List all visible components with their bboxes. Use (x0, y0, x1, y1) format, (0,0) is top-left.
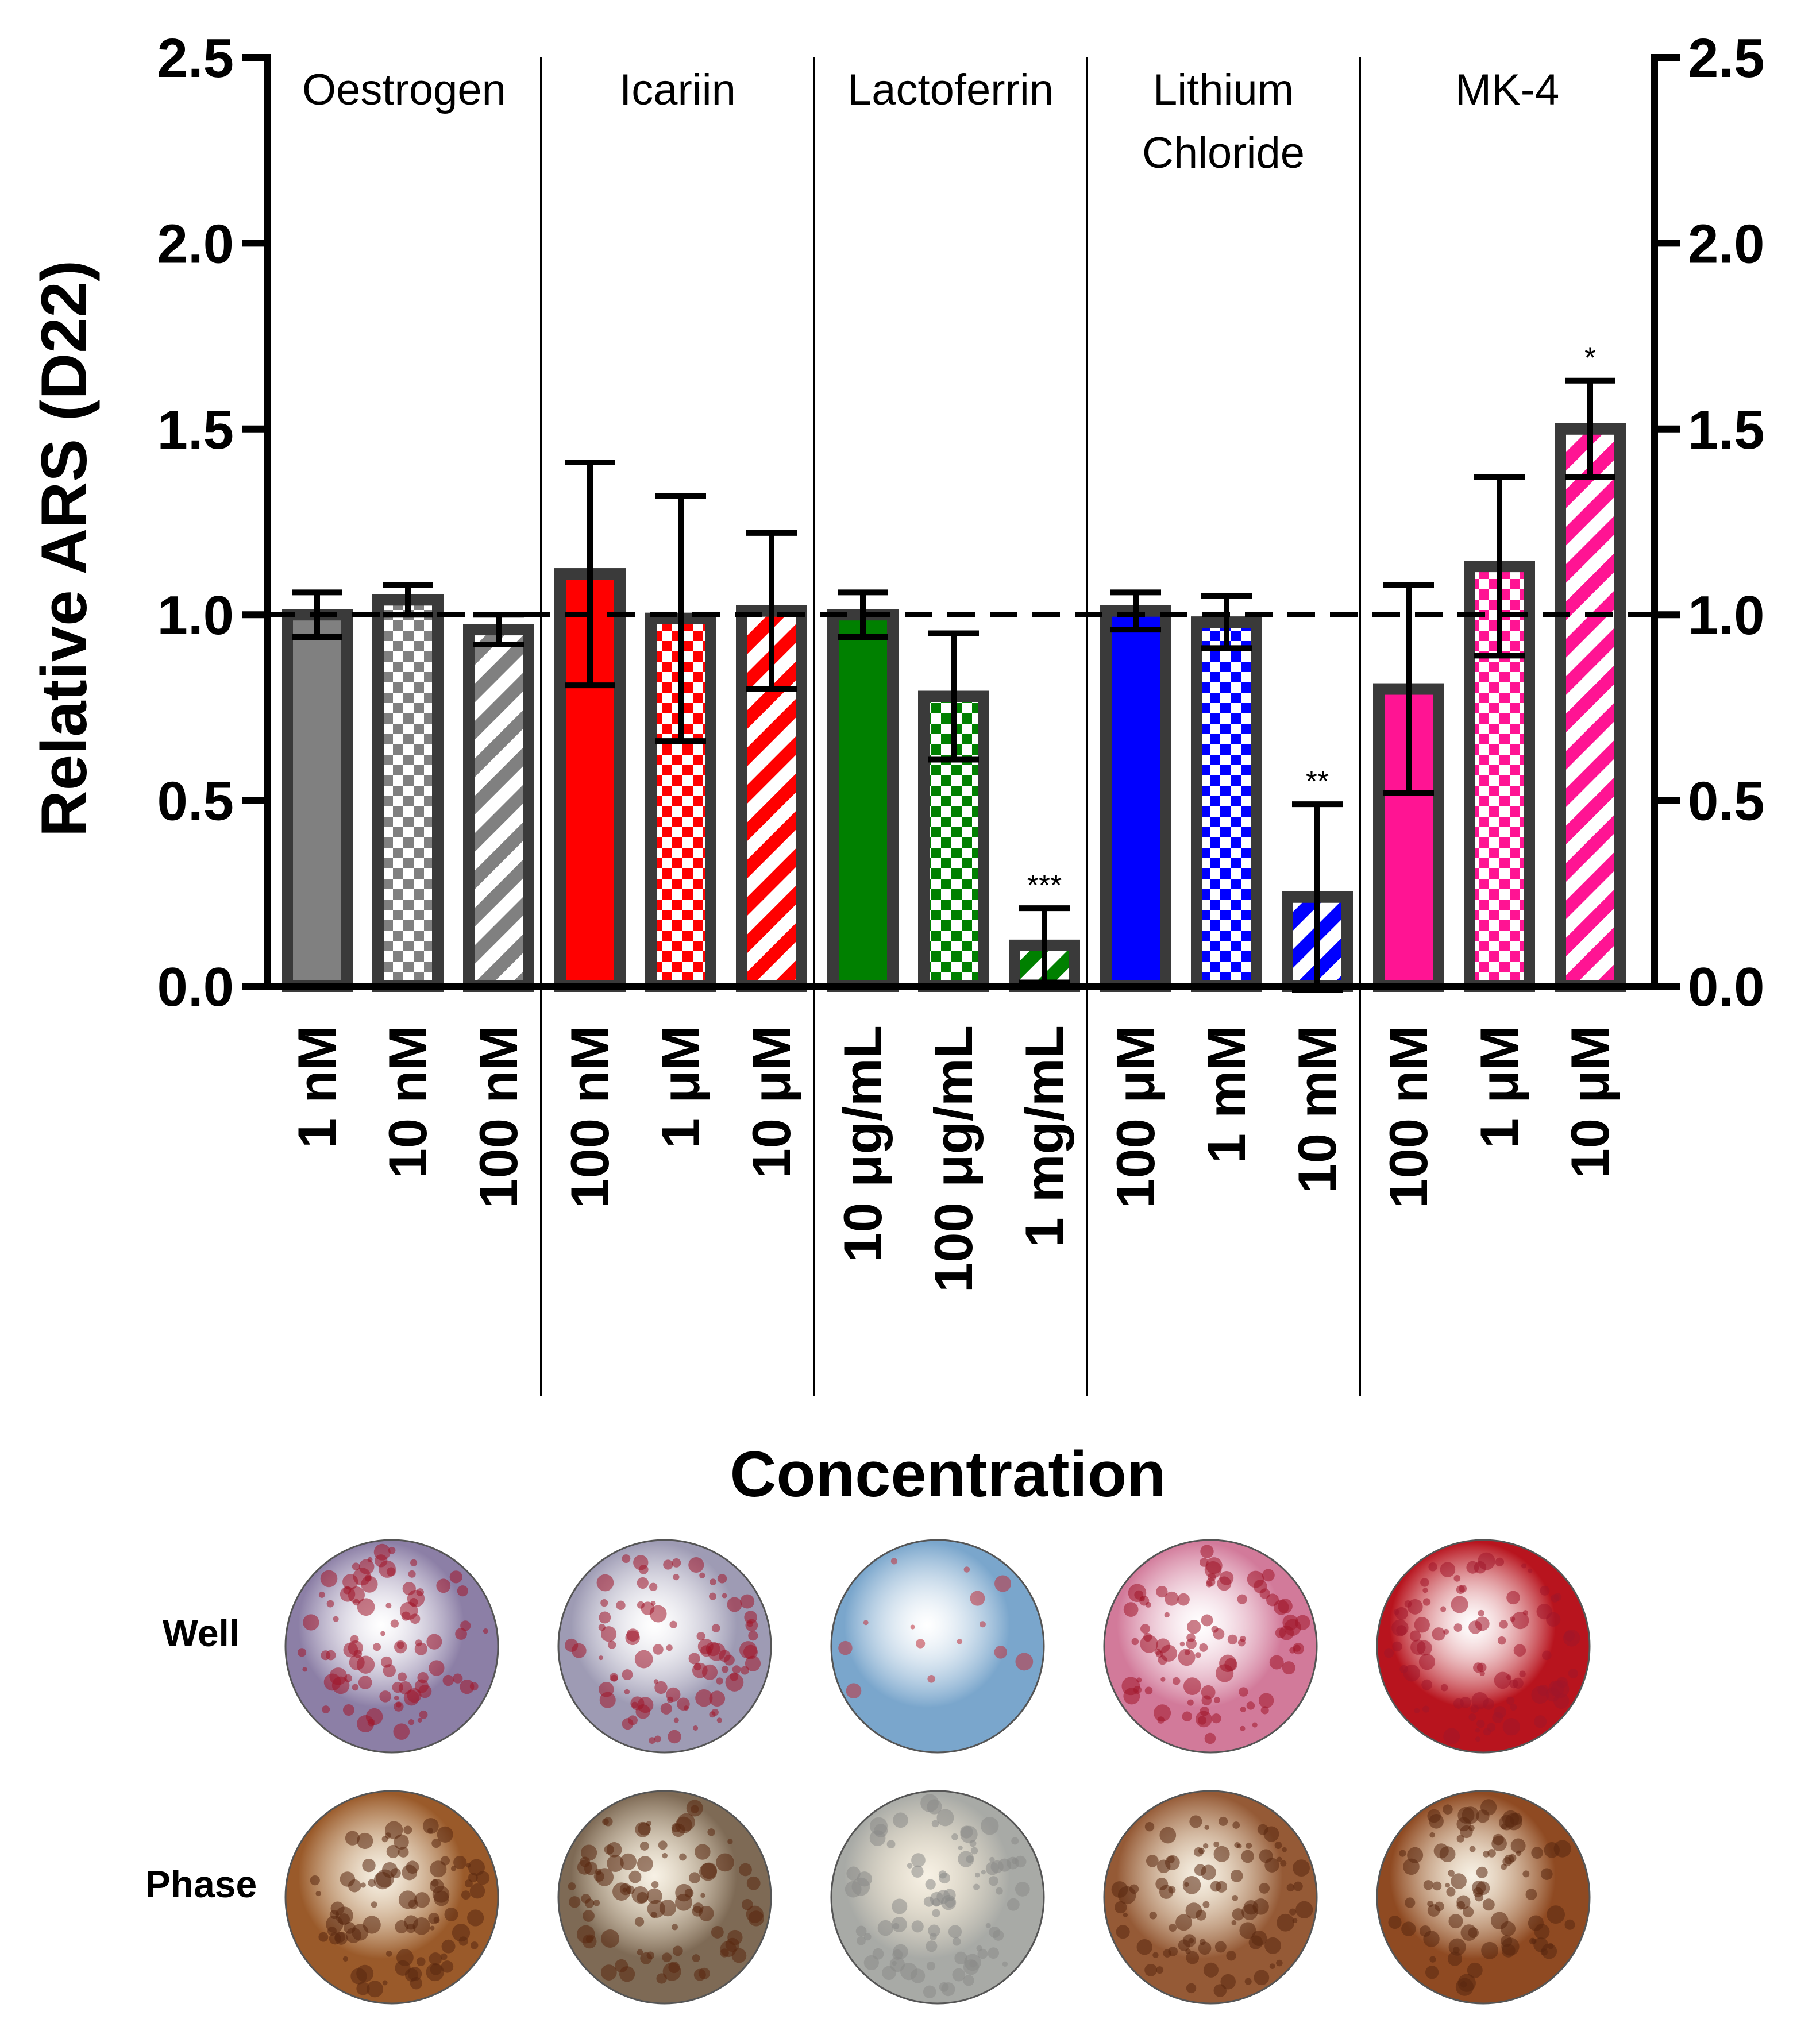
y-tick-label-right: 1.0 (1688, 585, 1764, 646)
well-image (830, 1539, 1045, 1754)
category-label: 10 μM (741, 1025, 801, 1179)
error-bar (1019, 905, 1070, 986)
bar (1555, 423, 1626, 992)
image-texture (310, 1818, 490, 1998)
group-label: Lactoferrin (847, 65, 1054, 114)
significance-label: * (1584, 342, 1596, 375)
image-texture (1111, 1815, 1313, 1997)
plot-area: Oestrogen Icariin Lactoferrin Lithium Chlori… (157, 28, 1764, 1396)
error-bar (928, 630, 979, 763)
y-tick-label-right: 1.5 (1688, 399, 1764, 461)
group-label: Icariin (619, 65, 736, 114)
row-label-well: Well (163, 1612, 240, 1654)
category-label: 100 nM (468, 1025, 529, 1209)
y-tick-label-right: 0.0 (1688, 956, 1764, 1018)
category-label: 100 nM (1378, 1025, 1439, 1209)
error-bar (1201, 593, 1252, 651)
error-bar (1474, 474, 1525, 659)
bar (1191, 616, 1262, 992)
y-tick-label-left: 2.5 (157, 28, 234, 89)
significance-label: *** (1027, 869, 1062, 902)
bar (463, 624, 534, 992)
axes (242, 54, 1680, 990)
well-image (284, 1539, 499, 1754)
image-texture (568, 1800, 764, 1984)
image-texture (297, 1543, 488, 1740)
y-axis-title: Relative ARS (D22) (28, 260, 100, 837)
category-label: 1 μM (650, 1025, 711, 1148)
category-label: 10 nM (377, 1025, 438, 1178)
category-label: 1 μM (1469, 1025, 1529, 1148)
error-bar (565, 460, 615, 689)
y-tick-label-left: 1.0 (157, 585, 234, 646)
image-texture (1388, 1799, 1575, 1996)
significance-label: ** (1306, 765, 1329, 798)
y-tick-label-left: 1.5 (157, 399, 234, 461)
error-bar (1292, 801, 1343, 993)
image-texture (1121, 1545, 1310, 1744)
category-label: 1 nM (287, 1025, 347, 1148)
category-label: 100 μM (1105, 1025, 1166, 1209)
bar (372, 594, 444, 992)
y-tick-label-right: 2.5 (1688, 28, 1764, 89)
y-tick-label-right: 0.5 (1688, 771, 1764, 832)
image-texture (845, 1794, 1030, 1999)
bar (1100, 605, 1171, 993)
error-bar (1110, 589, 1161, 633)
category-label: 10 μM (1560, 1025, 1620, 1179)
error-bar (746, 530, 797, 692)
phase-image (1103, 1790, 1318, 2005)
category-label: 10 μg/mL (832, 1025, 893, 1263)
y-tick-label-left: 0.5 (157, 771, 234, 832)
group-label: MK-4 (1455, 65, 1560, 114)
error-bar (1383, 582, 1434, 796)
row-label-phase: Phase (145, 1863, 257, 1905)
well-image (557, 1539, 772, 1754)
category-label: 1 mg/mL (1014, 1025, 1074, 1248)
image-texture (565, 1554, 761, 1744)
group-label: Lithium Chloride (1142, 65, 1305, 177)
group-label: Oestrogen (302, 65, 506, 114)
y-tick-label-left: 0.0 (157, 956, 234, 1018)
category-label: 1 mM (1196, 1025, 1256, 1163)
error-bar (1565, 377, 1615, 480)
y-tick-label-right: 2.0 (1688, 213, 1764, 275)
error-bar (655, 493, 706, 744)
category-label: 100 nM (560, 1025, 620, 1209)
bar (282, 609, 353, 992)
image-texture (1384, 1552, 1580, 1745)
y-tick-label-left: 2.0 (157, 213, 234, 275)
category-label: 100 μg/mL (923, 1025, 984, 1292)
bar (827, 609, 899, 992)
x-axis-title: Concentration (730, 1438, 1166, 1510)
photo-panel (284, 1539, 1591, 2005)
image-texture (838, 1558, 1034, 1699)
category-label: 10 mM (1287, 1025, 1347, 1194)
bar (554, 568, 626, 992)
